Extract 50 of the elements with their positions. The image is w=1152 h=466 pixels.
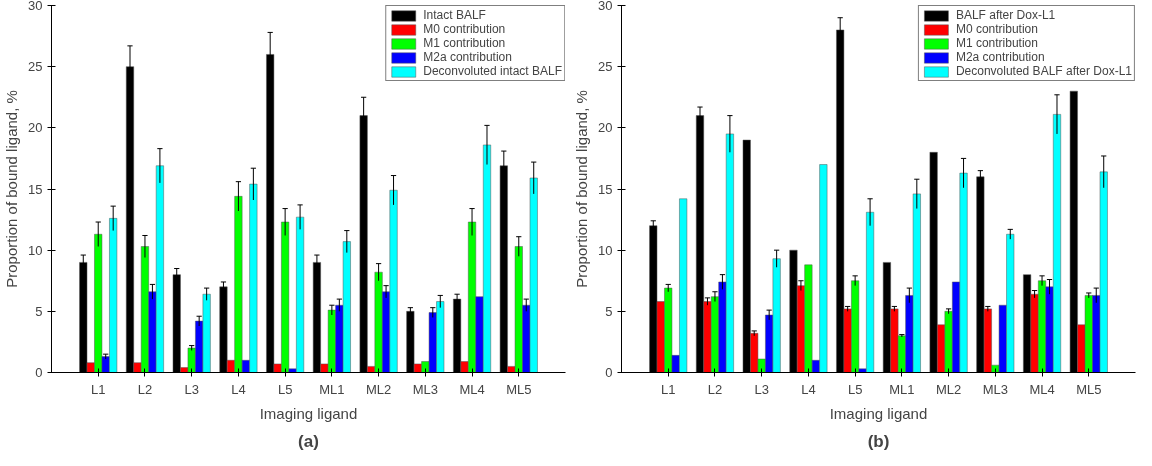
legend-label: Deconvoluted BALF after Dox-L1 [955, 64, 1132, 78]
y-tick-label: 15 [598, 181, 613, 197]
x-tick-label: L3 [754, 381, 769, 397]
x-tick-label: L1 [661, 381, 676, 397]
x-tick-label: ML3 [412, 381, 438, 397]
y-tick-label: 10 [598, 242, 613, 258]
y-tick-label: 0 [605, 365, 613, 380]
legend-label: M2a contribution [423, 50, 512, 64]
text: (a) [298, 431, 319, 451]
x-tick-label: ML2 [935, 381, 962, 397]
x-tick-label: L2 [137, 381, 153, 397]
y-tick-label: 25 [28, 59, 43, 75]
x-tick-label: ML1 [319, 381, 345, 397]
y-tick-label: 25 [598, 59, 613, 75]
legend-label: Deconvoluted intact BALF [423, 64, 562, 78]
y-tick-label: 5 [605, 303, 613, 319]
x-tick-label: ML5 [1076, 381, 1102, 397]
y-tick-label: 5 [35, 303, 43, 319]
y-tick-label: 20 [598, 120, 613, 136]
legend-label: M1 contribution [955, 36, 1038, 50]
x-tick-label: ML4 [1029, 381, 1055, 397]
x-axis-title: Imaging ligand [259, 404, 358, 422]
x-tick-label: L2 [707, 381, 723, 397]
y-tick-label: 30 [598, 0, 613, 13]
x-tick-label: L3 [184, 381, 199, 397]
legend-label: M2a contribution [955, 50, 1045, 64]
legend-label: M0 contribution [423, 22, 506, 36]
x-tick-label: L4 [231, 381, 246, 397]
y-tick-label: 15 [28, 181, 43, 197]
legend-label: Intact BALF [423, 8, 486, 22]
x-tick-label: L5 [847, 381, 863, 397]
x-tick-label: ML2 [365, 381, 392, 397]
x-tick-label: ML4 [459, 381, 485, 397]
legend-label: M0 contribution [955, 22, 1038, 36]
y-tick-label: 10 [28, 242, 43, 258]
x-tick-label: ML1 [889, 381, 915, 397]
y-axis-title: Proportion of bound ligand, % [573, 90, 591, 288]
legend-label: M1 contribution [423, 36, 506, 50]
x-tick-label: ML3 [982, 381, 1008, 397]
x-tick-label: L4 [801, 381, 816, 397]
x-tick-label: L1 [91, 381, 106, 397]
text: (b) [867, 431, 890, 451]
y-tick-label: 0 [35, 365, 43, 380]
x-tick-label: ML5 [506, 381, 532, 397]
y-axis-title: Proportion of bound ligand, % [3, 90, 21, 288]
y-tick-label: 30 [28, 0, 43, 13]
x-axis-title: Imaging ligand [829, 404, 928, 422]
x-tick-label: L5 [277, 381, 293, 397]
y-tick-label: 20 [28, 120, 43, 136]
legend-label: BALF after Dox-L1 [955, 8, 1056, 22]
